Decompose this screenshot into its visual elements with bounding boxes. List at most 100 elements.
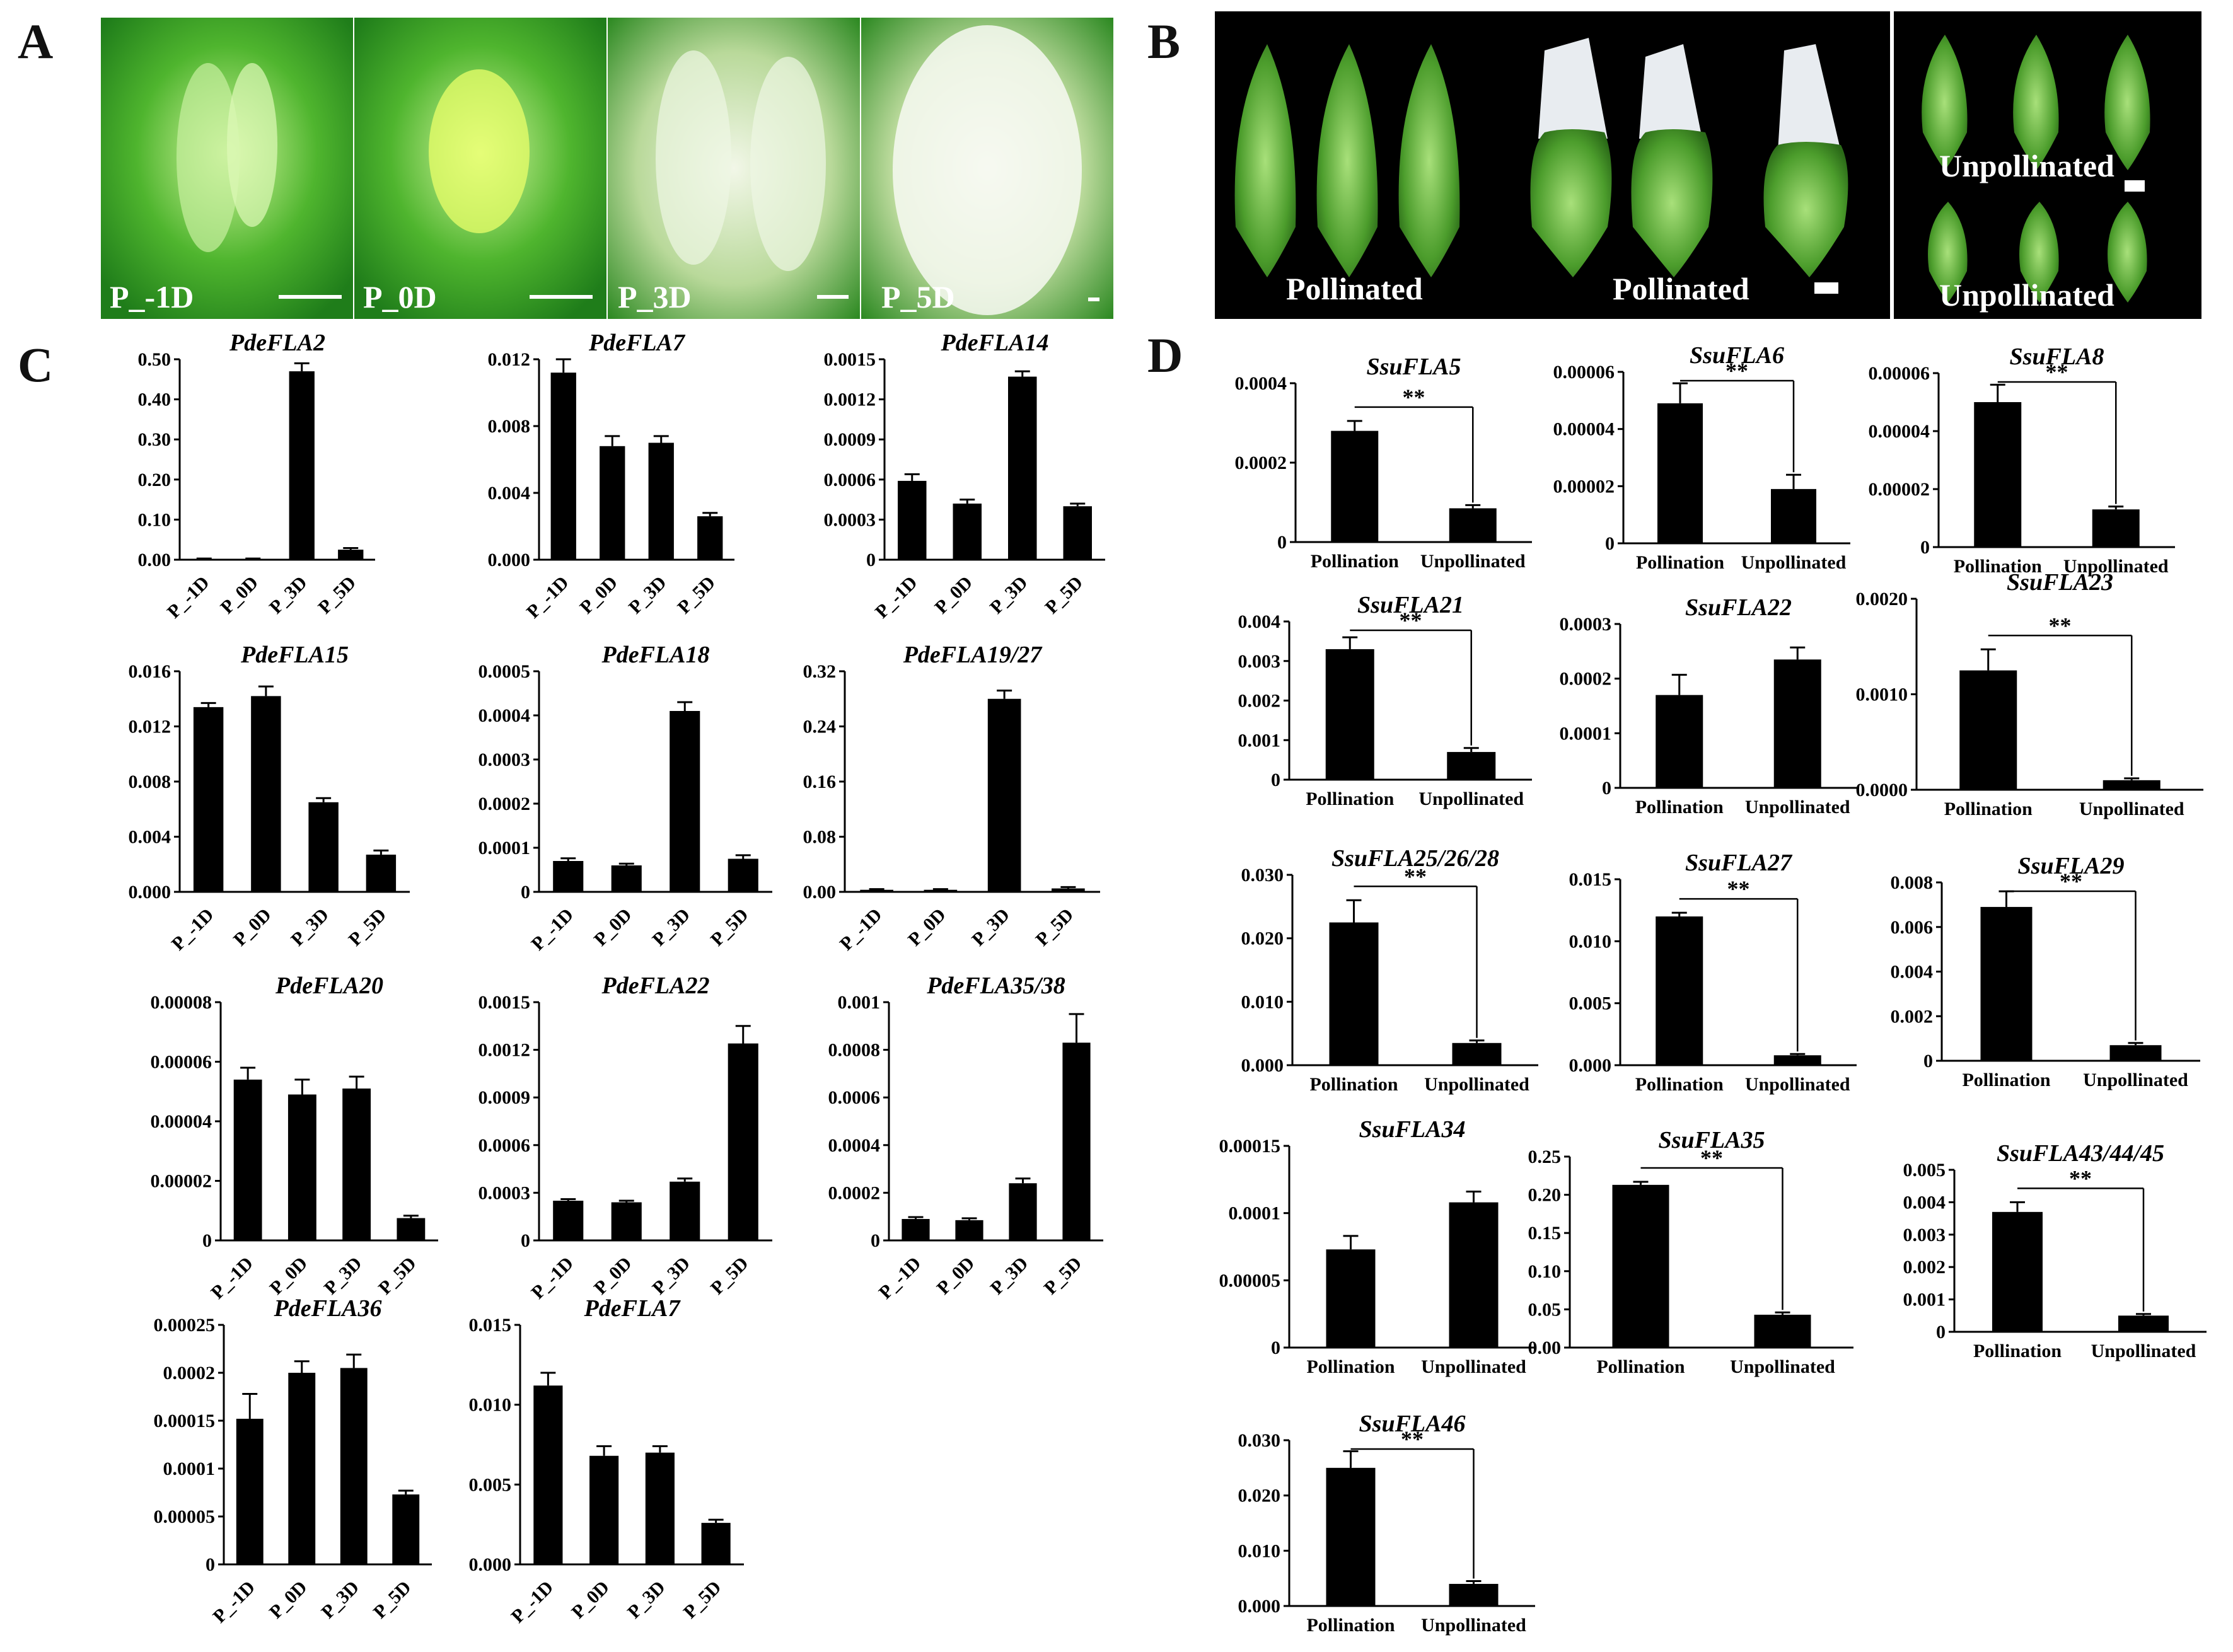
bar-p-5d — [728, 858, 758, 892]
bar-unpollinated — [2102, 780, 2160, 790]
y-tick-label: 0.00004 — [151, 1111, 212, 1132]
y-tick-label: 0.000 — [488, 550, 531, 570]
y-tick-label: 0.0008 — [828, 1040, 881, 1061]
y-tick-label: 0.0003 — [1560, 614, 1612, 635]
y-tick-label: 0.08 — [803, 827, 837, 848]
chart-15-ssufla21: SsuFLA21 0 0.001 0.002 0.003 0.004 Pollination… — [1238, 592, 1532, 809]
y-tick-label: 0.000 — [1238, 1596, 1281, 1617]
photo-label-p-minus1d: P_-1D — [110, 279, 194, 315]
y-tick-label: 0.0001 — [163, 1458, 216, 1479]
panel-letter-a: A — [18, 14, 53, 69]
y-tick-label: 0.002 — [1903, 1257, 1946, 1278]
y-tick-label: 0.0000 — [1856, 780, 1908, 800]
y-tick-label: 0.00004 — [1553, 419, 1615, 440]
chart-title: PdeFLA20 — [275, 973, 383, 999]
y-tick-label: 0.0003 — [478, 1182, 531, 1203]
y-tick-label: 0.0001 — [1229, 1203, 1281, 1224]
y-tick-label: 0 — [1605, 533, 1615, 554]
y-tick-label: 0 — [1271, 770, 1280, 790]
y-tick-label: 0.20 — [138, 470, 171, 490]
y-tick-label: 0.0012 — [478, 1040, 531, 1061]
chart-title: PdeFLA7 — [584, 1295, 682, 1322]
y-tick-label: 0.003 — [1903, 1225, 1946, 1245]
category-label: Unpollinated — [1424, 1074, 1529, 1095]
y-tick-label: 0.001 — [1903, 1290, 1946, 1310]
y-tick-label: 0.010 — [1241, 991, 1284, 1012]
significance-marker: ** — [1727, 876, 1750, 901]
y-tick-label: 0.00005 — [154, 1506, 216, 1527]
category-label: Unpollinated — [1745, 797, 1850, 817]
photo-label-p-0d: P_0D — [363, 279, 437, 315]
chart-title: SsuFLA5 — [1367, 354, 1461, 380]
y-tick-label: 0.0006 — [828, 1087, 881, 1108]
y-tick-label: 0.000 — [1569, 1055, 1612, 1076]
y-tick-label: 0.015 — [469, 1315, 512, 1336]
bar-p-5d — [697, 516, 723, 560]
y-tick-label: 0.16 — [803, 771, 837, 792]
bar-p-5d — [1052, 888, 1085, 892]
y-tick-label: 0.25 — [1528, 1147, 1562, 1167]
y-tick-label: 0.012 — [488, 349, 531, 370]
y-tick-label: 0.15 — [1528, 1223, 1562, 1244]
y-tick-label: 0.00002 — [1553, 476, 1615, 497]
bar-p-0d — [288, 1373, 316, 1564]
significance-marker: ** — [2046, 359, 2068, 384]
y-tick-label: 0.004 — [1238, 611, 1281, 632]
bar-p-3d — [342, 1089, 371, 1240]
bar-pollination — [1329, 922, 1379, 1065]
bar-p-1d — [902, 1218, 930, 1240]
chart-title: SsuFLA8 — [2010, 344, 2104, 370]
panel-a-photos: P_-1D P_0D P_3D P_5D — [101, 18, 1113, 319]
category-label: Unpollinated — [1420, 551, 1526, 572]
y-tick-label: 0.00006 — [151, 1052, 212, 1073]
y-tick-label: 0.0002 — [478, 794, 531, 814]
bar-pollination — [1326, 1467, 1376, 1606]
bar-p-1d — [236, 1418, 264, 1564]
chart-title: PdeFLA15 — [240, 642, 349, 668]
y-tick-label: 0.0006 — [478, 1135, 531, 1156]
y-tick-label: 0.00015 — [1219, 1136, 1281, 1157]
bar-pollination — [1325, 649, 1374, 780]
photo-p-3d: P_3D — [608, 18, 860, 319]
bar-unpollinated — [1754, 1314, 1811, 1348]
y-tick-label: 0.50 — [138, 349, 171, 370]
photo-label-p-3d: P_3D — [618, 279, 692, 315]
y-tick-label: 0.00002 — [151, 1171, 212, 1192]
chart-title: PdeFLA2 — [229, 330, 325, 356]
category-label: Unpollinated — [1730, 1356, 1835, 1377]
y-tick-label: 0.0006 — [824, 470, 876, 490]
bar-unpollinated — [1447, 752, 1496, 780]
bar-unpollinated — [1452, 1043, 1502, 1065]
bar-charts: PdeFLA20.000.100.200.300.400.50P_-1D P_0D… — [129, 330, 2207, 1636]
y-tick-label: 0.00002 — [1869, 479, 1930, 500]
category-label: Pollination — [1635, 797, 1724, 817]
y-tick-label: 0 — [1271, 1337, 1280, 1358]
bar-p-3d — [1009, 1183, 1037, 1240]
bar-p-3d — [308, 802, 339, 892]
y-tick-label: 0.0009 — [478, 1087, 531, 1108]
y-tick-label: 0.016 — [129, 661, 171, 682]
bar-pollination — [1974, 402, 2022, 547]
y-tick-label: 0.030 — [1241, 865, 1284, 886]
label-unpollinated-2: Unpollinated — [1939, 277, 2114, 313]
category-label: Pollination — [1311, 551, 1399, 572]
y-tick-label: 0.00006 — [1869, 363, 1930, 384]
bar-p-0d — [611, 865, 642, 892]
bar-p-1d — [550, 373, 576, 560]
photo-p-minus1d: P_-1D — [101, 18, 353, 319]
y-tick-label: 0.030 — [1238, 1430, 1281, 1451]
category-label: Unpollinated — [1418, 788, 1524, 809]
chart-title: PdeFLA35/38 — [926, 973, 1065, 999]
y-tick-label: 0.015 — [1569, 869, 1612, 890]
bar-pollination — [1331, 430, 1379, 542]
bar-unpollinated — [1449, 508, 1497, 542]
y-tick-label: 0.010 — [1569, 931, 1612, 952]
significance-marker: ** — [2060, 869, 2082, 894]
y-tick-label: 0.0004 — [828, 1135, 881, 1156]
bar-unpollinated — [1771, 488, 1816, 543]
bar-pollination — [1656, 695, 1703, 788]
y-tick-label: 0.00 — [1528, 1337, 1562, 1358]
y-tick-label: 0.10 — [138, 509, 171, 530]
pollinated-buds-group-2 — [1530, 38, 1848, 277]
